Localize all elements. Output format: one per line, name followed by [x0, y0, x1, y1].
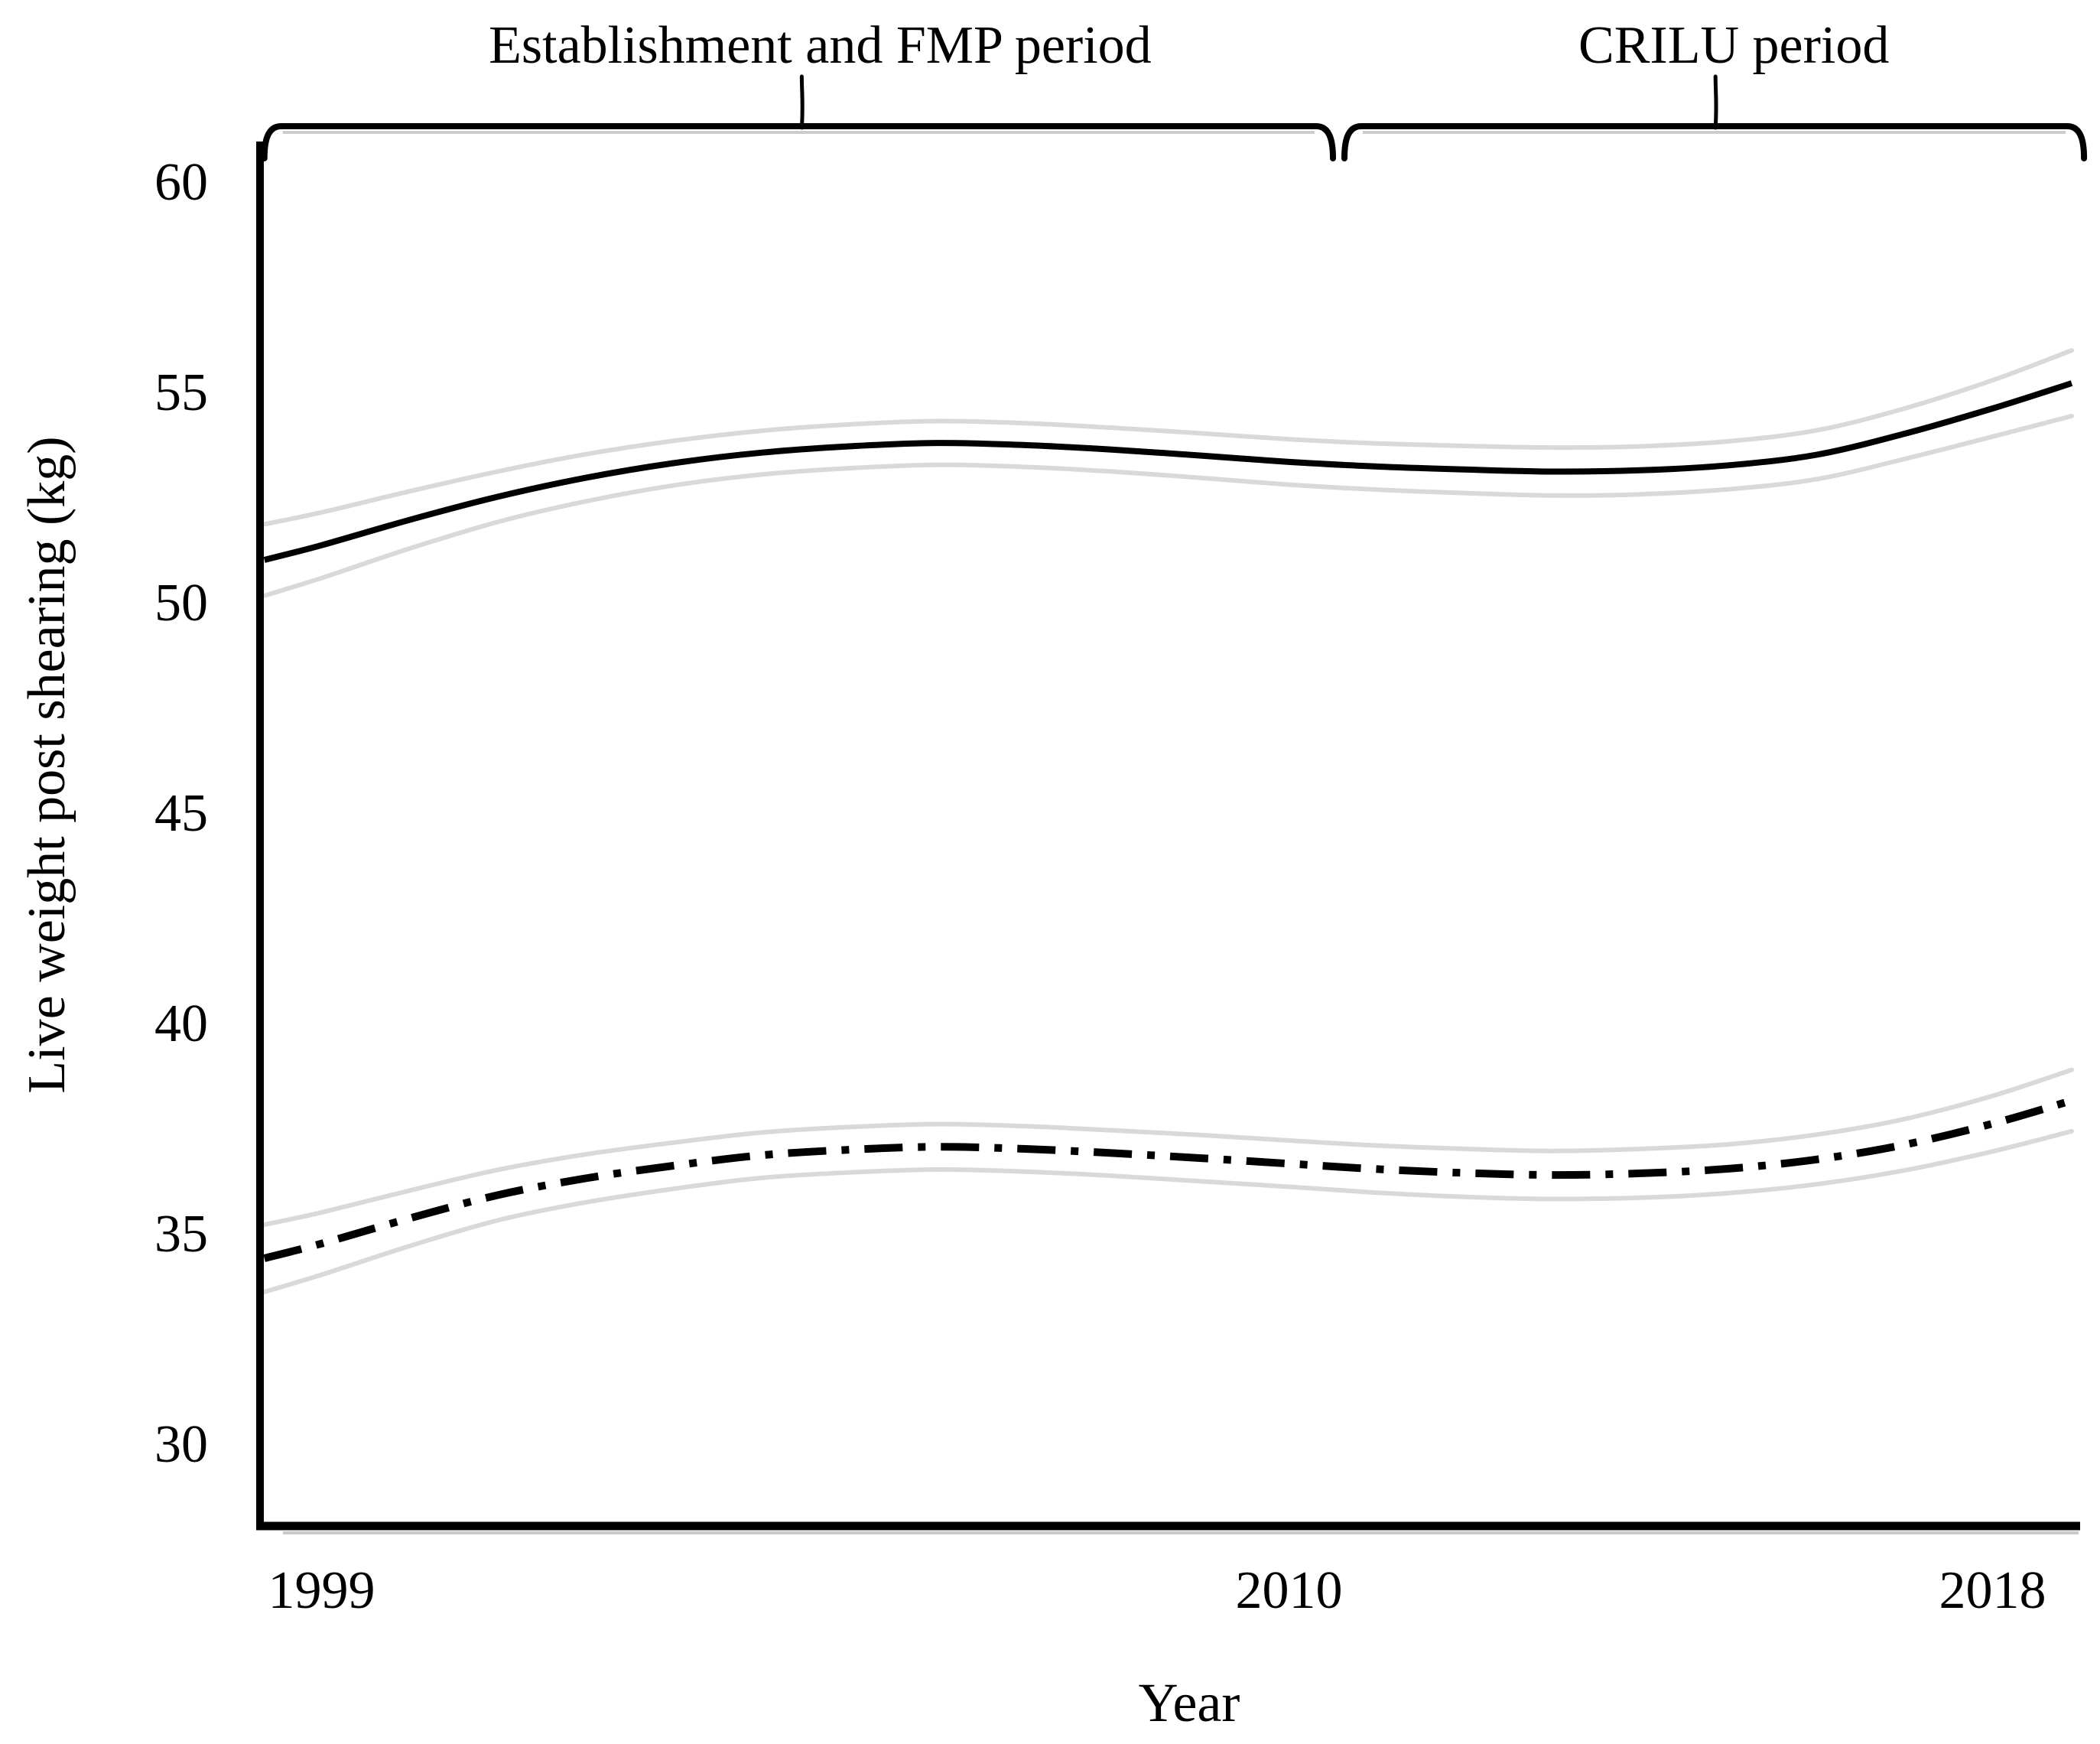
- y-tick-label-35: 35: [154, 1205, 208, 1264]
- period-bracket-0: [261, 123, 1336, 161]
- x-tick-label-2010: 2010: [1236, 1561, 1343, 1620]
- x-tick-labels: 1999 2010 2018: [268, 1561, 2046, 1620]
- y-tick-label-40: 40: [154, 994, 208, 1053]
- crilu-period-label: CRILU period: [1578, 16, 1889, 75]
- x-axis-title: Year: [1139, 1672, 1240, 1733]
- period-bracket-tick-1: [1713, 74, 1718, 130]
- lower-dash-dot-curve-ci-upper: [262, 1067, 2074, 1227]
- y-tick-label-50: 50: [154, 574, 208, 633]
- establishment-fmp-period-label: Establishment and FMP period: [489, 16, 1152, 75]
- period-brackets: [261, 74, 2088, 161]
- y-tick-label-30: 30: [154, 1415, 208, 1474]
- data-series-curves: [263, 380, 2073, 1262]
- y-axis-title: Live weight post shearing (kg): [18, 436, 76, 1093]
- x-tick-label-2018: 2018: [1939, 1561, 2046, 1620]
- confidence-band-lines: [262, 348, 2074, 1294]
- y-tick-label-55: 55: [154, 363, 208, 422]
- period-bracket-tick-0: [799, 74, 805, 130]
- upper-solid-curve-ci-upper: [262, 348, 2074, 527]
- y-tick-labels: 30 35 40 45 50 55 60: [154, 153, 208, 1474]
- y-tick-label-45: 45: [154, 784, 208, 843]
- y-tick-label-60: 60: [154, 153, 208, 212]
- upper-solid-curve-ci-lower: [262, 413, 2074, 598]
- upper-solid-curve: [263, 380, 2073, 563]
- lower-dash-dot-curve-ci-lower: [262, 1128, 2074, 1294]
- x-tick-label-1999: 1999: [268, 1561, 375, 1620]
